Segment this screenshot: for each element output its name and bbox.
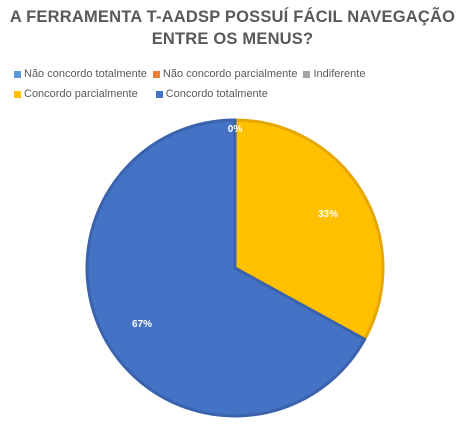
legend-swatch-nao-concordo-parcialmente [152,70,160,78]
legend-item-concordo-parcialmente: Concordo parcialmente [14,84,138,104]
legend-row-1: Não concordo totalmente Não concordo par… [14,64,454,84]
chart-title-line-2: ENTRE OS MENUS? [151,30,314,48]
pie-slice-concordo-totalmente [85,118,367,418]
legend-label-indiferente: Indiferente [313,68,366,80]
data-label-concordo-totalmente: 67% [132,319,152,330]
chart-title-line-1: A FERRAMENTA T-AADSP POSSUÍ FÁCIL NAVEGA… [9,8,456,26]
legend-swatch-concordo-totalmente [155,90,163,98]
legend-label-concordo-totalmente: Concordo totalmente [165,88,268,100]
legend-swatch-nao-concordo-totalmente [14,70,21,78]
chart-title: A FERRAMENTA T-AADSP POSSUÍ FÁCIL NAVEGA… [0,6,465,50]
legend-label-concordo-parcialmente: Concordo parcialmente [24,88,138,100]
legend-label-nao-concordo-totalmente: Não concordo totalmente [24,68,147,80]
chart-legend: Não concordo totalmente Não concordo par… [14,64,454,104]
legend-label-nao-concordo-parcialmente: Não concordo parcialmente [162,68,298,80]
data-label-concordo-parcialmente: 33% [318,209,338,220]
legend-item-concordo-totalmente: Concordo totalmente [155,84,268,104]
legend-swatch-indiferente [303,70,311,78]
legend-row-2: Concordo parcialmente Concordo totalment… [14,84,454,104]
pie-slice-concordo-parcialmente [233,118,385,341]
legend-item-nao-concordo-totalmente: Não concordo totalmente [14,64,147,84]
legend-swatch-concordo-parcialmente [14,90,21,98]
data-label-indiferente: 0% [228,124,243,135]
legend-item-nao-concordo-parcialmente: Não concordo parcialmente [152,64,298,84]
legend-item-indiferente: Indiferente [303,64,365,84]
